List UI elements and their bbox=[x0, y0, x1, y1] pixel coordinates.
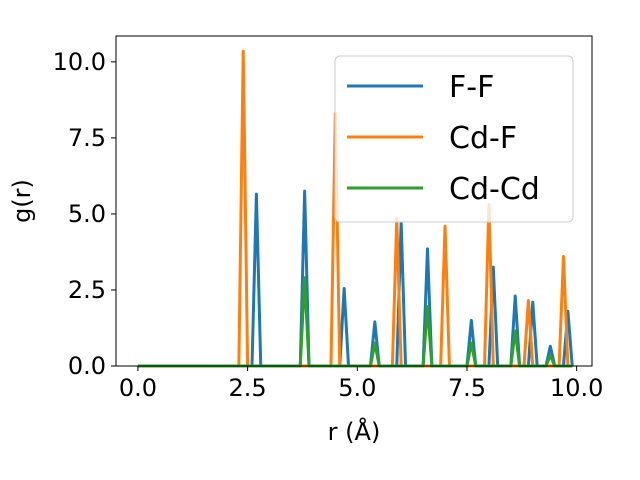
y-tick-label: 10.0 bbox=[53, 48, 106, 76]
x-tick-label: 2.5 bbox=[229, 374, 267, 402]
x-tick-label: 0.0 bbox=[119, 374, 157, 402]
legend-label: Cd-Cd bbox=[449, 172, 540, 207]
y-axis-label: g(r) bbox=[8, 179, 36, 223]
plot-frame bbox=[115, 35, 593, 367]
y-axis-ticks: 0.0 2.5 5.0 7.5 10.0 bbox=[53, 48, 116, 380]
x-axis-label: r (Å) bbox=[328, 417, 381, 446]
x-tick-label: 7.5 bbox=[448, 374, 486, 402]
x-axis-ticks: 0.0 2.5 5.0 7.5 10.0 bbox=[119, 366, 603, 402]
y-tick-label: 7.5 bbox=[68, 124, 106, 152]
legend: F-F Cd-F Cd-Cd bbox=[334, 55, 574, 223]
legend-label: F-F bbox=[449, 70, 494, 105]
y-tick-label: 5.0 bbox=[68, 200, 106, 228]
y-tick-label: 0.0 bbox=[68, 352, 106, 380]
legend-box bbox=[334, 55, 574, 223]
x-tick-label: 10.0 bbox=[550, 374, 603, 402]
x-tick-label: 5.0 bbox=[338, 374, 376, 402]
legend-label: Cd-F bbox=[449, 121, 517, 156]
y-tick-label: 2.5 bbox=[68, 276, 106, 304]
